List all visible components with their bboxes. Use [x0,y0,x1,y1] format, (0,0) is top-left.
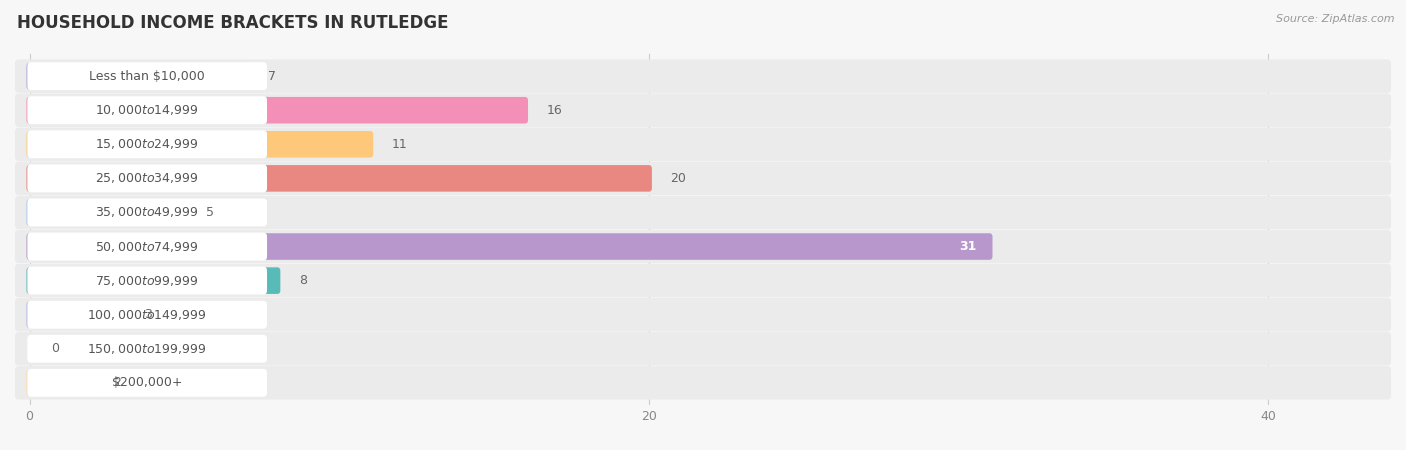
Text: 7: 7 [269,70,276,83]
FancyBboxPatch shape [27,267,280,294]
FancyBboxPatch shape [27,369,94,396]
Text: 20: 20 [671,172,686,185]
FancyBboxPatch shape [27,165,652,192]
Text: $150,000 to $199,999: $150,000 to $199,999 [87,342,207,356]
FancyBboxPatch shape [15,230,1391,263]
Text: $25,000 to $34,999: $25,000 to $34,999 [96,171,200,185]
FancyBboxPatch shape [15,298,1391,331]
FancyBboxPatch shape [15,196,1391,229]
Text: 5: 5 [207,206,214,219]
Text: Source: ZipAtlas.com: Source: ZipAtlas.com [1277,14,1395,23]
Text: Less than $10,000: Less than $10,000 [90,70,205,83]
Text: $75,000 to $99,999: $75,000 to $99,999 [96,274,200,288]
FancyBboxPatch shape [27,198,267,226]
Text: 0: 0 [51,342,59,355]
Text: 2: 2 [112,376,121,389]
FancyBboxPatch shape [28,337,46,360]
FancyBboxPatch shape [27,199,187,226]
Text: $10,000 to $14,999: $10,000 to $14,999 [96,103,200,117]
FancyBboxPatch shape [27,301,267,328]
Text: $50,000 to $74,999: $50,000 to $74,999 [96,239,200,253]
FancyBboxPatch shape [27,96,267,124]
FancyBboxPatch shape [15,128,1391,161]
FancyBboxPatch shape [27,130,267,158]
FancyBboxPatch shape [27,63,249,90]
Text: 11: 11 [392,138,408,151]
Text: HOUSEHOLD INCOME BRACKETS IN RUTLEDGE: HOUSEHOLD INCOME BRACKETS IN RUTLEDGE [17,14,449,32]
Text: 8: 8 [299,274,307,287]
Text: 3: 3 [143,308,152,321]
FancyBboxPatch shape [27,302,125,328]
FancyBboxPatch shape [27,335,267,363]
Text: 31: 31 [960,240,977,253]
Text: $200,000+: $200,000+ [112,376,183,389]
FancyBboxPatch shape [27,62,267,90]
FancyBboxPatch shape [27,164,267,192]
Text: $35,000 to $49,999: $35,000 to $49,999 [96,206,200,220]
FancyBboxPatch shape [15,264,1391,297]
Text: $100,000 to $149,999: $100,000 to $149,999 [87,308,207,322]
FancyBboxPatch shape [27,131,373,158]
FancyBboxPatch shape [15,162,1391,195]
FancyBboxPatch shape [27,233,267,261]
FancyBboxPatch shape [27,369,267,397]
FancyBboxPatch shape [27,233,993,260]
FancyBboxPatch shape [15,366,1391,400]
FancyBboxPatch shape [15,94,1391,127]
FancyBboxPatch shape [27,97,529,123]
Text: $15,000 to $24,999: $15,000 to $24,999 [96,137,200,151]
FancyBboxPatch shape [15,332,1391,365]
FancyBboxPatch shape [15,59,1391,93]
FancyBboxPatch shape [27,267,267,295]
Text: 16: 16 [547,104,562,117]
